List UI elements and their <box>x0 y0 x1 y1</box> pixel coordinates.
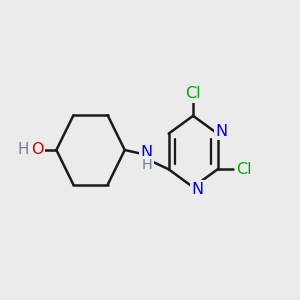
Text: N: N <box>216 124 228 139</box>
Text: N: N <box>141 145 153 160</box>
Text: O: O <box>32 142 44 157</box>
Text: N: N <box>191 182 203 197</box>
Text: H: H <box>141 158 152 172</box>
Text: H: H <box>17 142 29 157</box>
Text: Cl: Cl <box>185 86 201 101</box>
Text: Cl: Cl <box>236 162 252 177</box>
